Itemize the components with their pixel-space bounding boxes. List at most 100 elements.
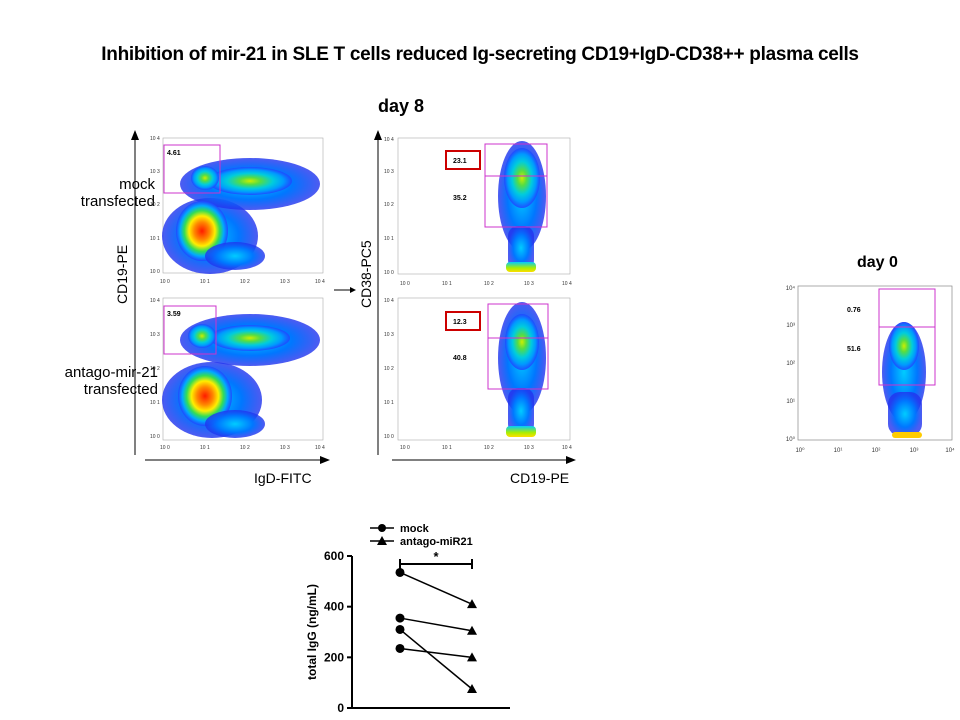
row-label-antago-line2: transfected (83, 381, 158, 398)
tick-label: 10 1 (150, 236, 160, 242)
gate-value-high: 12.3 (453, 319, 467, 326)
tick-label: 10 1 (442, 281, 452, 287)
density-blob (508, 226, 534, 270)
tick-label: 10 3 (384, 169, 394, 175)
density-blob (508, 388, 534, 434)
y-arrow-mid-head (374, 130, 382, 140)
antago-point (467, 599, 477, 609)
tick-label: 10 2 (150, 202, 160, 208)
tick-label: 10 4 (315, 279, 325, 284)
tick-label: 10 2 (384, 202, 394, 208)
tick-label: 10 0 (160, 445, 170, 451)
gate-value: 4.61 (167, 150, 181, 157)
igg-axes: 0 200 400 600 (324, 549, 510, 715)
density-blob (506, 426, 536, 437)
density-blob (191, 166, 219, 190)
gate-box (163, 305, 217, 355)
legend-label-antago: antago-miR21 (400, 536, 473, 548)
day0-label: day 0 (857, 254, 898, 271)
density-blob (506, 262, 536, 272)
tick-label: 10 2 (240, 279, 250, 284)
tick-label: 10⁰ (786, 436, 796, 443)
y-tick-label: 200 (324, 650, 344, 664)
row-label-mock: mock transfected (5, 176, 155, 210)
density-blob (188, 324, 216, 348)
gate-value-mid: 35.2 (453, 195, 467, 202)
tick-label: 10 3 (524, 281, 534, 287)
igd-fitc-x-label: IgD-FITC (254, 470, 312, 486)
tick-label: 10 2 (150, 366, 160, 372)
density-blob (505, 314, 539, 370)
x-ticks: 10 0 10 1 10 2 10 3 10 4 (400, 445, 572, 451)
tick-label: 10 4 (384, 137, 394, 143)
density-blob (889, 322, 919, 370)
tick-label: 10 3 (280, 279, 290, 284)
y-ticks: 10 0 10 1 10 2 10 3 10 4 (384, 298, 394, 440)
y-tick-label: 0 (337, 701, 344, 715)
legend-item-mock: mock (370, 523, 430, 535)
density-blob (205, 410, 265, 438)
gate-value-high: 23.1 (453, 158, 467, 165)
igg-paired-chart: total IgG (ng/mL) mock antago-miR21 0 200… (305, 523, 510, 715)
tick-label: 10 0 (150, 434, 160, 440)
y-ticks: 10 0 10 1 10 2 10 3 10 4 (150, 298, 160, 440)
tick-label: 10 3 (524, 445, 534, 451)
density-blob (210, 325, 290, 351)
gate-value-mid: 40.8 (453, 355, 467, 362)
y-arrow-left-head (131, 130, 139, 140)
tick-label: 10 2 (484, 445, 494, 451)
legend-triangle-marker (377, 536, 387, 545)
density-blobs (162, 314, 320, 438)
tick-label: 10 0 (160, 279, 170, 284)
tick-label: 10 0 (384, 434, 394, 440)
tick-label: 10 0 (384, 270, 394, 276)
tick-label: 10² (786, 361, 795, 367)
x-arrow-mid-head (566, 456, 576, 464)
density-blobs (498, 141, 546, 272)
mock-point (395, 624, 405, 634)
tick-label: 10 1 (384, 400, 394, 406)
y-tick-label: 600 (324, 549, 344, 563)
row-label-mock-line2: transfected (80, 193, 155, 210)
igg-y-axis-label: total IgG (ng/mL) (305, 584, 319, 680)
tick-label: 10 2 (240, 445, 250, 451)
legend-label-mock: mock (400, 523, 430, 535)
density-blob (504, 148, 540, 208)
tick-label: 10 1 (150, 400, 160, 406)
tick-label: 10 3 (384, 332, 394, 338)
y-ticks: 10 0 10 1 10 2 10 3 10 4 (150, 136, 160, 275)
tick-label: 10 1 (200, 279, 210, 284)
pair-line (399, 617, 473, 632)
density-blobs (498, 302, 546, 437)
flow-plot-mock-cd38: 23.1 35.2 10 0 10 1 10 2 10 3 10 4 10 0 … (384, 137, 572, 287)
tick-label: 10 0 (400, 281, 410, 287)
pair-line (399, 628, 473, 690)
tick-label: 10¹ (834, 448, 843, 454)
tick-label: 10¹ (786, 399, 795, 405)
tick-label: 10 4 (150, 298, 160, 304)
tick-label: 10 0 (150, 269, 160, 275)
significance-bracket: * (399, 549, 473, 569)
gate-value: 3.59 (167, 311, 181, 318)
tick-label: 10 1 (442, 445, 452, 451)
y-ticks: 10 0 10 1 10 2 10 3 10 4 (384, 137, 394, 276)
mock-point (395, 567, 405, 577)
gate-value-high: 0.76 (847, 307, 861, 314)
figure-title: Inhibition of mir-21 in SLE T cells redu… (101, 44, 859, 65)
tick-label: 10 1 (200, 445, 210, 451)
density-blob (205, 242, 265, 270)
density-blob (208, 167, 292, 195)
tick-label: 10 4 (562, 445, 572, 451)
pair-line (399, 571, 473, 605)
density-blobs (162, 158, 320, 274)
row-label-mock-line1: mock (119, 176, 155, 193)
tick-label: 10 3 (150, 169, 160, 175)
plot-frame (797, 285, 953, 441)
x-arrow-left-head (320, 456, 330, 464)
tick-label: 10 1 (384, 236, 394, 242)
tick-label: 10 4 (315, 445, 325, 451)
density-blob (178, 366, 232, 426)
density-blobs (882, 322, 926, 438)
y-ticks: 10⁰ 10¹ 10² 10³ 10⁴ (786, 285, 796, 443)
